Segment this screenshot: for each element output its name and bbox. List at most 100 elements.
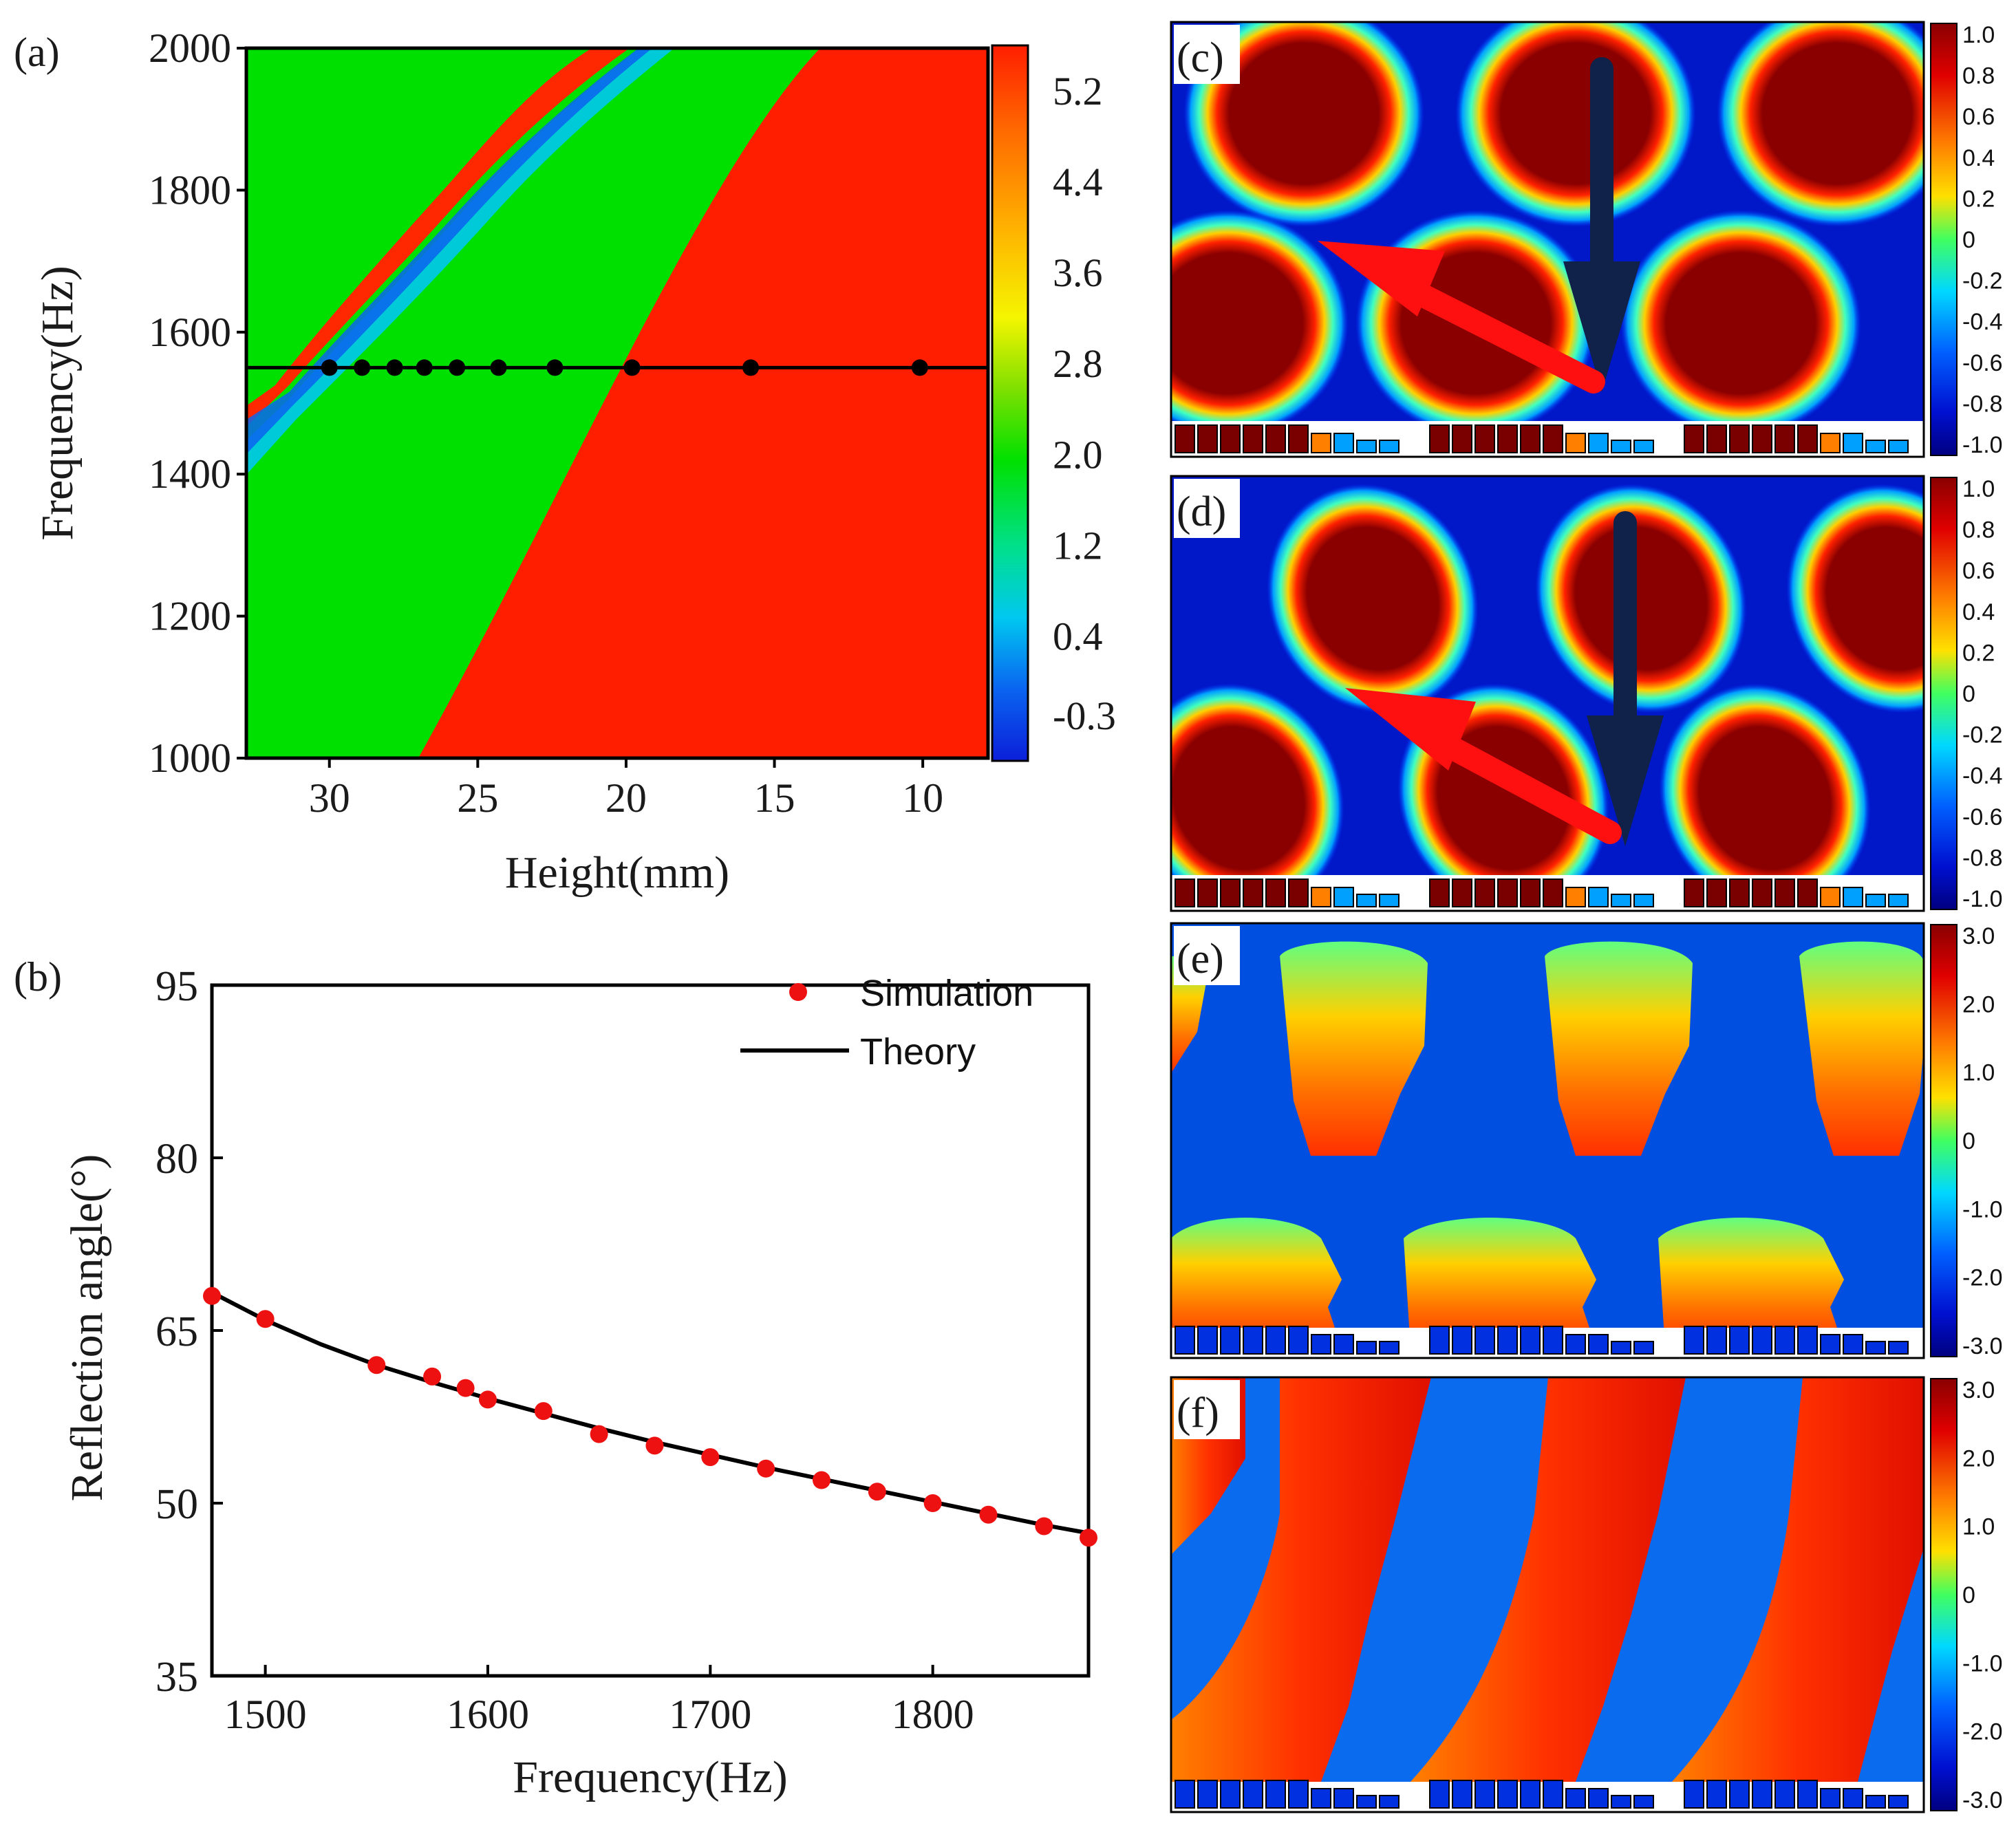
legend-marker-simulation xyxy=(789,983,807,1001)
colorbar-tick-label: -1.0 xyxy=(1962,432,2003,458)
heatmap-a xyxy=(246,48,988,758)
colorbar-c xyxy=(1930,23,1958,456)
colorbar-tick-label: -0.6 xyxy=(1962,804,2003,830)
y-axis-label-a: Frequency(Hz) xyxy=(32,266,83,540)
simulation-points xyxy=(203,1286,1097,1547)
theory-curve xyxy=(211,1291,1089,1535)
panel-a: 30 25 20 15 10 1000 1200 1400 1600 1800 2000 Heig… xyxy=(14,25,1116,898)
height-point xyxy=(490,359,507,376)
x-tick-label: 1600 xyxy=(447,1692,529,1737)
field-map-e xyxy=(1171,923,1924,1358)
legend-label-simulation: Simulation xyxy=(860,973,1033,1014)
legend-b: Simulation Theory xyxy=(740,973,1033,1073)
x-tick-label: 10 xyxy=(902,775,943,821)
colorbar-tick-label: -0.2 xyxy=(1962,268,2003,294)
y-tick-label: 80 xyxy=(156,1136,198,1183)
colorbar-tick-label: 0.2 xyxy=(1962,640,1995,666)
resonance-band xyxy=(246,48,630,427)
x-tick-label: 1700 xyxy=(669,1692,751,1737)
plot-frame-b xyxy=(210,983,1091,1678)
colorbar-tick-label: 3.0 xyxy=(1962,1377,1995,1403)
colorbar-tick-label: 2.0 xyxy=(1962,1445,1995,1472)
colorbar-tick-label: 1.0 xyxy=(1962,22,1995,48)
y-tick-label: 1800 xyxy=(149,167,231,213)
height-point xyxy=(354,359,371,376)
height-point xyxy=(416,359,433,376)
colorbar-f xyxy=(1930,1378,1958,1811)
colorbar-tick-label: 1.2 xyxy=(1053,523,1103,568)
simulation-point xyxy=(590,1425,608,1443)
colorbar-tick-label: 0 xyxy=(1962,227,1975,253)
simulation-point xyxy=(979,1505,998,1524)
colorbar-tick-label: -0.8 xyxy=(1962,391,2003,417)
simulation-point xyxy=(256,1310,275,1328)
y-tick-label: 1600 xyxy=(149,310,231,355)
colorbar-tick-label: -3.0 xyxy=(1962,1333,2003,1359)
simulation-point xyxy=(1080,1529,1097,1547)
panel-b: 1500 1600 1700 1800 35 50 65 80 95 Frequency(Hz… xyxy=(14,954,1097,1802)
colorbar-tick-label: 4.4 xyxy=(1053,160,1103,204)
colorbar-tick-label: 0 xyxy=(1962,1128,1975,1154)
colorbar-tick-label: -0.3 xyxy=(1053,693,1116,738)
panel-label-b: (b) xyxy=(14,954,62,1000)
y-tick-label: 1200 xyxy=(149,594,231,639)
y-tick-label: 1000 xyxy=(149,735,231,781)
y-axis-a: 1000 1200 1400 1600 1800 2000 xyxy=(149,25,246,781)
incident-arrowhead-c xyxy=(1563,261,1640,392)
field-map-f xyxy=(1171,1377,1924,1812)
panel-c: (c) xyxy=(1170,21,1925,458)
simulation-point xyxy=(203,1286,221,1305)
height-point xyxy=(546,359,564,376)
panel-d: (d) xyxy=(1170,475,1925,912)
panel-label-d: (d) xyxy=(1177,488,1226,535)
colorbar-ticks-cdef: 1.0 0.8 0.6 0.4 0.2 0 -0.2 -0.4 -0.6 -0.8 -1.0 1.0 0… xyxy=(1962,22,2003,1813)
simulation-point xyxy=(478,1390,497,1409)
height-points xyxy=(321,359,928,376)
reflected-arrowhead-d xyxy=(1345,688,1476,770)
simulation-point xyxy=(757,1459,775,1478)
colorbar-tick-label: 0.8 xyxy=(1962,63,1995,89)
x-axis-label-b: Frequency(Hz) xyxy=(513,1752,787,1802)
x-axis-a: 30 25 20 15 10 xyxy=(309,758,943,821)
y-tick-label: 95 xyxy=(156,963,198,1010)
simulation-point xyxy=(367,1356,386,1375)
y-tick-label: 65 xyxy=(156,1308,198,1355)
colorbar-tick-label: 5.2 xyxy=(1053,69,1103,114)
colorbar-tick-label: -1.0 xyxy=(1962,1650,2003,1677)
colorbar-tick-label: 0.4 xyxy=(1962,145,1995,171)
x-tick-label: 30 xyxy=(309,775,350,821)
colorbar-tick-label: 2.0 xyxy=(1962,991,1995,1017)
colorbar-ticks-a: 5.2 4.4 3.6 2.8 2.0 1.2 0.4 -0.3 xyxy=(1053,69,1116,738)
colorbar-a xyxy=(991,44,1029,762)
legend-label-theory: Theory xyxy=(860,1031,976,1073)
simulation-point xyxy=(923,1494,942,1512)
simulation-point xyxy=(534,1402,553,1421)
panel-label-e: (e) xyxy=(1177,936,1224,982)
x-tick-label: 15 xyxy=(754,775,795,821)
colorbar-tick-label: -0.4 xyxy=(1962,763,2003,789)
colorbar-tick-label: -2.0 xyxy=(1962,1265,2003,1291)
colorbar-tick-label: 0.6 xyxy=(1962,104,1995,130)
colorbar-tick-label: -0.8 xyxy=(1962,845,2003,871)
y-axis-label-b: Reflection angle(°) xyxy=(62,1154,112,1502)
y-tick-label: 1400 xyxy=(149,451,231,497)
colorbar-tick-label: 1.0 xyxy=(1962,1060,1995,1086)
plot-frame-a xyxy=(244,46,990,760)
simulation-point xyxy=(645,1436,664,1455)
x-axis-b: 1500 1600 1700 1800 xyxy=(224,1665,974,1737)
simulation-point xyxy=(868,1483,886,1501)
colorbar-tick-label: -0.4 xyxy=(1962,309,2003,335)
colorbar-tick-label: 0.4 xyxy=(1053,614,1103,658)
y-axis-b: 35 50 65 80 95 xyxy=(156,963,223,1701)
height-point xyxy=(321,359,338,376)
colorbar-tick-label: -1.0 xyxy=(1962,1196,2003,1222)
colorbar-tick-label: 0.2 xyxy=(1962,186,1995,212)
incident-arrowhead-d xyxy=(1587,715,1664,846)
colorbar-tick-label: 3.0 xyxy=(1962,923,1995,949)
height-point xyxy=(449,359,466,376)
x-tick-label: 25 xyxy=(457,775,498,821)
x-tick-label: 1500 xyxy=(224,1692,307,1737)
x-tick-label: 1800 xyxy=(892,1692,974,1737)
colorbar-tick-label: 2.0 xyxy=(1053,432,1103,477)
